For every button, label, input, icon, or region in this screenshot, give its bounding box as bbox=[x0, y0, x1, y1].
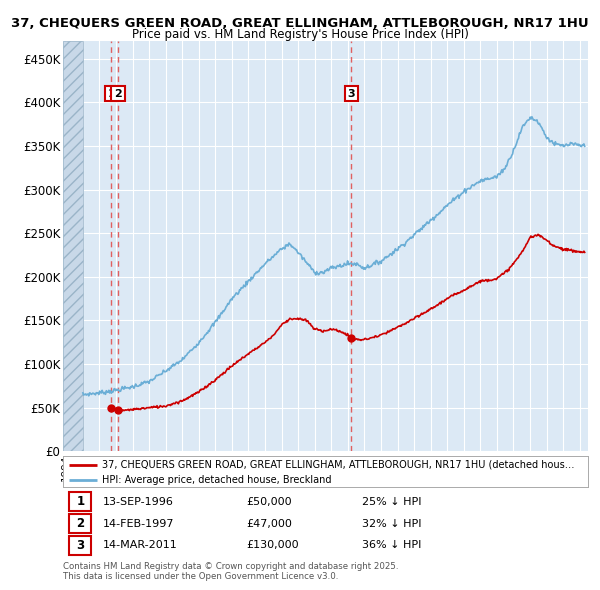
Text: 1: 1 bbox=[76, 496, 85, 509]
Text: Price paid vs. HM Land Registry's House Price Index (HPI): Price paid vs. HM Land Registry's House … bbox=[131, 28, 469, 41]
Bar bbox=[63, 41, 83, 451]
Text: 14-MAR-2011: 14-MAR-2011 bbox=[103, 540, 177, 550]
Text: Contains HM Land Registry data © Crown copyright and database right 2025.
This d: Contains HM Land Registry data © Crown c… bbox=[63, 562, 398, 581]
Text: 37, CHEQUERS GREEN ROAD, GREAT ELLINGHAM, ATTLEBOROUGH, NR17 1HU (detached hous…: 37, CHEQUERS GREEN ROAD, GREAT ELLINGHAM… bbox=[103, 460, 575, 470]
Text: 2: 2 bbox=[76, 517, 85, 530]
Text: 1: 1 bbox=[107, 88, 115, 99]
FancyBboxPatch shape bbox=[70, 536, 91, 555]
Text: 36% ↓ HPI: 36% ↓ HPI bbox=[362, 540, 422, 550]
Text: 37, CHEQUERS GREEN ROAD, GREAT ELLINGHAM, ATTLEBOROUGH, NR17 1HU: 37, CHEQUERS GREEN ROAD, GREAT ELLINGHAM… bbox=[11, 17, 589, 30]
Text: 3: 3 bbox=[347, 88, 355, 99]
Text: 25% ↓ HPI: 25% ↓ HPI bbox=[362, 497, 422, 507]
Text: 3: 3 bbox=[76, 539, 85, 552]
Text: £130,000: £130,000 bbox=[247, 540, 299, 550]
FancyBboxPatch shape bbox=[70, 514, 91, 533]
Text: 32% ↓ HPI: 32% ↓ HPI bbox=[362, 519, 422, 529]
Text: £47,000: £47,000 bbox=[247, 519, 293, 529]
Text: 13-SEP-1996: 13-SEP-1996 bbox=[103, 497, 173, 507]
Text: 14-FEB-1997: 14-FEB-1997 bbox=[103, 519, 174, 529]
Text: 2: 2 bbox=[114, 88, 122, 99]
Text: £50,000: £50,000 bbox=[247, 497, 292, 507]
FancyBboxPatch shape bbox=[70, 493, 91, 512]
Text: HPI: Average price, detached house, Breckland: HPI: Average price, detached house, Brec… bbox=[103, 475, 332, 485]
